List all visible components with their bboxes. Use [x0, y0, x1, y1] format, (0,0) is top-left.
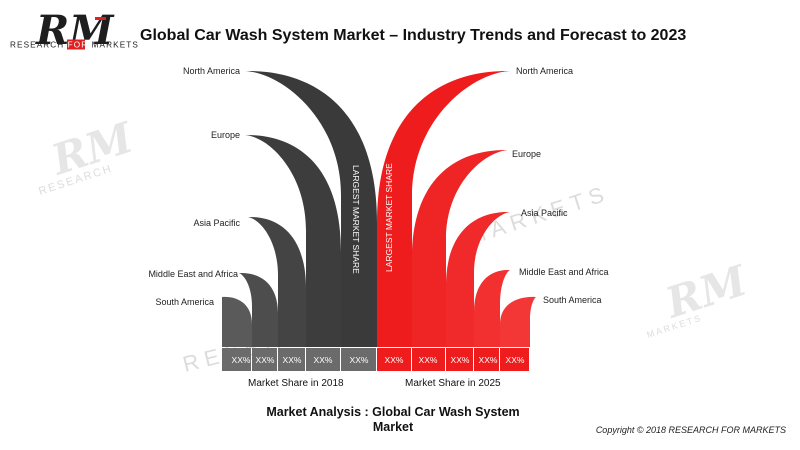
- region-label-2025-2: Asia Pacific: [521, 208, 568, 218]
- footer-analysis-line2: Market: [373, 420, 414, 434]
- bar-2025-0: [377, 70, 510, 347]
- logo-tagline: RESEARCH FOR MARKETS: [10, 41, 139, 50]
- value-label-2025-2: XX%: [451, 355, 470, 365]
- logo-tagline-right: MARKETS: [88, 41, 139, 50]
- value-label-2018-3: XX%: [314, 355, 333, 365]
- logo-tagline-left: RESEARCH: [10, 41, 68, 50]
- bar-2025-3: [474, 269, 510, 347]
- region-label-2018-4: North America: [183, 66, 240, 76]
- region-labels-2018: South America Middle East and Africa Asia …: [148, 66, 240, 307]
- bar-2018-1: [239, 272, 278, 347]
- value-label-2018-2: XX%: [283, 355, 302, 365]
- region-label-2025-1: Europe: [512, 149, 541, 159]
- value-box-2018-0: [222, 348, 251, 371]
- value-box-2018-4: [341, 348, 376, 371]
- region-label-2025-4: South America: [543, 295, 602, 305]
- largest-share-label-2018: LARGEST MARKET SHARE: [351, 165, 361, 274]
- value-box-2025-3: [474, 348, 499, 371]
- bars-2025: [377, 70, 536, 347]
- value-label-2018-0: XX%: [232, 355, 251, 365]
- value-box-2025-4: [500, 348, 529, 371]
- largest-share-label-2025: LARGEST MARKET SHARE: [384, 163, 394, 272]
- brand-logo: RM RESEARCH FOR MARKETS: [10, 7, 139, 54]
- value-label-2018-1: XX%: [256, 355, 275, 365]
- region-label-2018-0: South America: [155, 297, 214, 307]
- bar-2018-2: [248, 216, 306, 347]
- logo-tag-highlight-box: [67, 39, 85, 50]
- value-label-2025-3: XX%: [479, 355, 498, 365]
- value-box-2025-2: [446, 348, 473, 371]
- axis-label-2025: Market Share in 2025: [405, 378, 501, 389]
- region-labels-2025: North America Europe Asia Pacific Middle Ea…: [512, 66, 609, 305]
- axis-label-2018: Market Share in 2018: [248, 378, 344, 389]
- region-label-2018-2: Asia Pacific: [193, 218, 240, 228]
- region-label-2018-1: Middle East and Africa: [148, 269, 238, 279]
- value-label-2025-4: XX%: [506, 355, 525, 365]
- bar-2018-3: [245, 134, 341, 347]
- value-box-2018-3: [306, 348, 340, 371]
- region-label-2018-3: Europe: [211, 130, 240, 140]
- logo-tagline-highlight: FOR: [68, 41, 89, 50]
- bar-2025-2: [446, 211, 510, 347]
- value-strip: XX% XX% XX% XX% XX% XX% XX% XX% XX% XX%: [222, 348, 529, 371]
- bar-2025-1: [412, 149, 508, 347]
- region-label-2025-0: North America: [516, 66, 573, 76]
- value-box-2018-1: [252, 348, 277, 371]
- bars-2018: [222, 70, 377, 347]
- footer-analysis-line1: Market Analysis : Global Car Wash System: [266, 405, 519, 419]
- copyright-notice: Copyright © 2018 RESEARCH FOR MARKETS: [596, 425, 786, 435]
- bar-2025-4: [500, 296, 536, 347]
- bar-2018-4: [245, 70, 377, 347]
- value-box-2025-1: [412, 348, 445, 371]
- value-label-2018-4: XX%: [350, 355, 369, 365]
- value-box-2025-0: [377, 348, 411, 371]
- logo-accent-mark: [95, 17, 106, 20]
- value-box-2018-2: [278, 348, 305, 371]
- region-label-2025-3: Middle East and Africa: [519, 267, 609, 277]
- value-label-2025-1: XX%: [419, 355, 438, 365]
- chart-title: Global Car Wash System Market – Industry…: [140, 27, 686, 44]
- value-label-2025-0: XX%: [385, 355, 404, 365]
- watermark-rm-2: RM: [659, 255, 754, 328]
- bar-2018-0: [222, 296, 252, 347]
